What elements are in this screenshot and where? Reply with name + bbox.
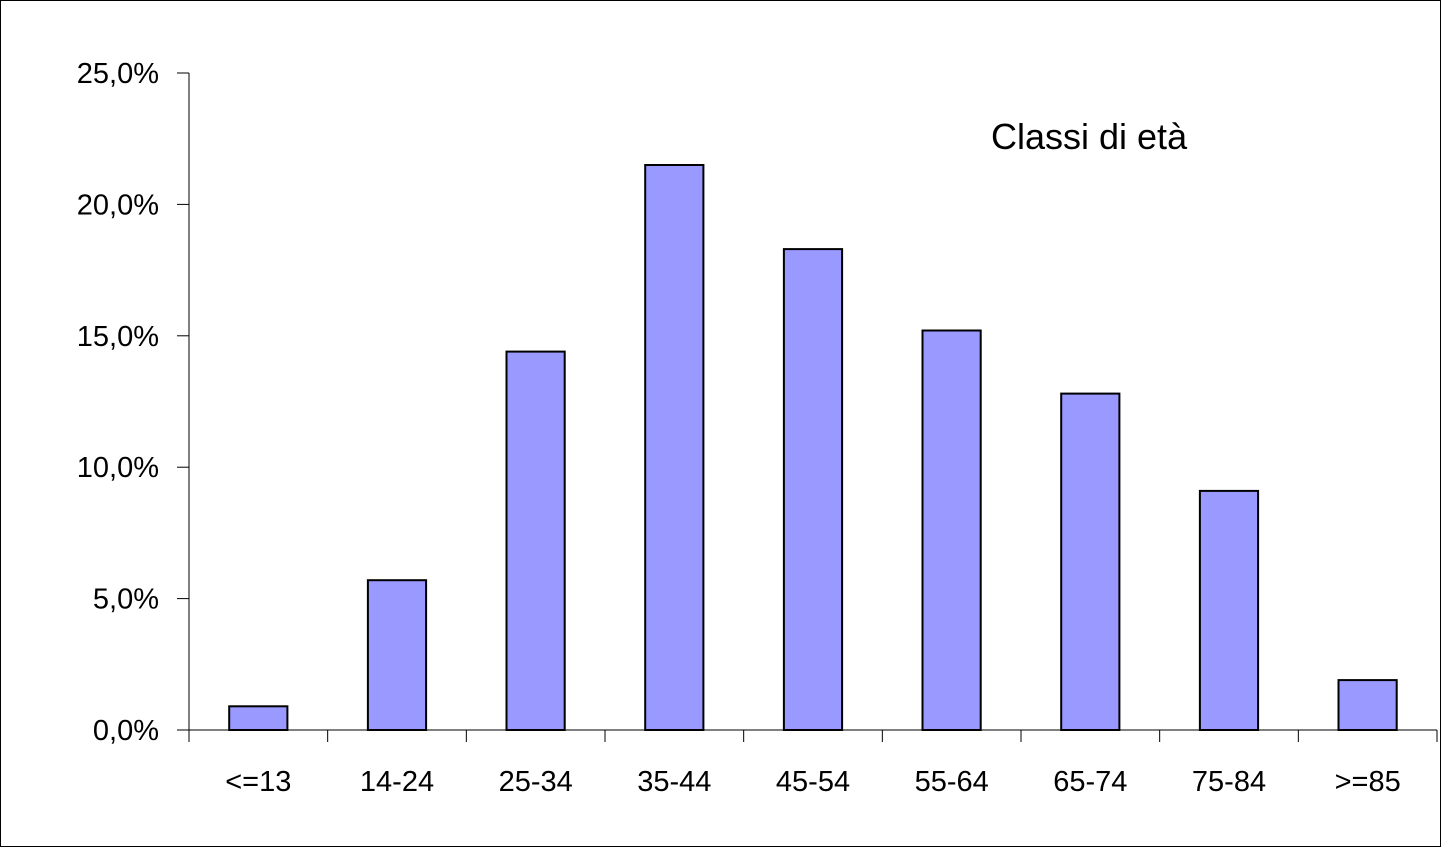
bar->=85 bbox=[1337, 679, 1398, 731]
x-tick-label: 35-44 bbox=[637, 766, 711, 798]
y-tick-label: 15,0% bbox=[77, 321, 159, 353]
y-ticks: 0,0% 5,0% 10,0% 15,0% 20,0% 25,0% bbox=[77, 58, 189, 747]
x-tick-label: 45-54 bbox=[776, 766, 850, 798]
x-tick-label: 14-24 bbox=[360, 766, 434, 798]
y-tick-label: 20,0% bbox=[77, 189, 159, 221]
x-tick-label: 25-34 bbox=[499, 766, 573, 798]
bar-65-74 bbox=[1060, 392, 1121, 731]
y-tick-label: 25,0% bbox=[77, 58, 159, 90]
axes-layer bbox=[188, 73, 1437, 731]
x-tick-label: 75-84 bbox=[1192, 766, 1266, 798]
bar-55-64 bbox=[921, 329, 982, 731]
x-tick-label: >=85 bbox=[1335, 766, 1401, 798]
x-tick-label: 65-74 bbox=[1053, 766, 1127, 798]
bar-45-54 bbox=[782, 248, 844, 731]
y-tick-label: 5,0% bbox=[93, 584, 159, 616]
bars-layer bbox=[228, 164, 1398, 732]
x-tick-label: 55-64 bbox=[915, 766, 989, 798]
bar-35-44 bbox=[644, 164, 705, 731]
bar-25-34 bbox=[505, 350, 566, 731]
bar-75-84 bbox=[1198, 489, 1260, 731]
bar-<=13 bbox=[228, 705, 289, 731]
bar-14-24 bbox=[366, 579, 428, 732]
x-ticks: <=13 14-24 25-34 35-44 45-54 55-64 65-74 75-84 >… bbox=[188, 730, 1438, 798]
x-tick-label: <=13 bbox=[225, 766, 291, 798]
y-tick-label: 0,0% bbox=[93, 715, 159, 747]
y-tick-label: 10,0% bbox=[77, 452, 159, 484]
chart-annotation: Classi di età bbox=[991, 116, 1188, 157]
